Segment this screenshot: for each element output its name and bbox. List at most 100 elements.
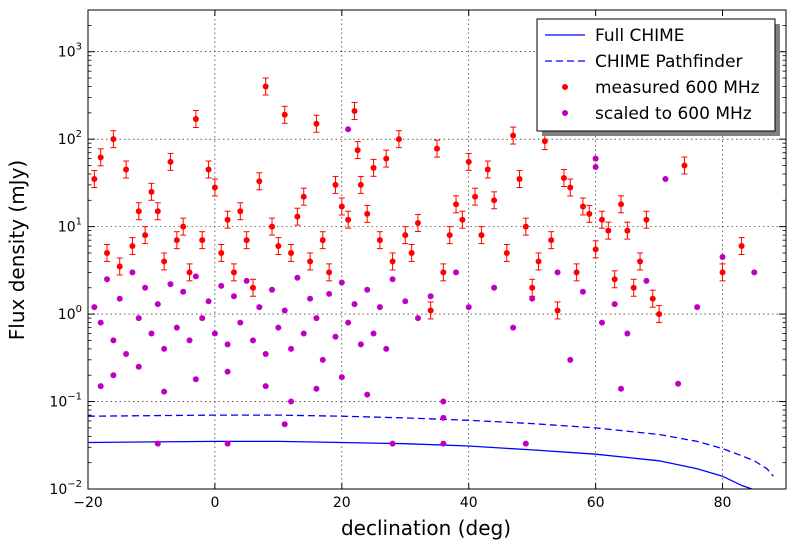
scaled-point (389, 440, 396, 447)
scaled-point (269, 286, 276, 293)
scaled-point (249, 337, 256, 344)
measured-point (573, 269, 580, 276)
measured-point (288, 249, 295, 256)
measured-point (484, 166, 491, 173)
scaled-point (592, 155, 599, 162)
plot-frame (87, 9, 787, 490)
measured-point (579, 203, 586, 210)
measured-point (389, 258, 396, 265)
scaled-point (383, 345, 390, 352)
scaled-point (180, 288, 187, 295)
scaled-point (224, 341, 231, 348)
legend-label: Full CHIME (595, 26, 685, 46)
scaled-point (376, 304, 383, 311)
scaled-point (243, 277, 250, 284)
scaled-point (751, 269, 758, 276)
measured-point (611, 276, 618, 283)
scaled-point (192, 376, 199, 383)
x-tick-label: 40 (460, 495, 478, 511)
scaled-point (135, 315, 142, 322)
scaled-point (345, 126, 352, 133)
measured-point (294, 213, 301, 220)
measured-point (719, 269, 726, 276)
scaled-point (104, 276, 111, 283)
scaled-point (357, 341, 364, 348)
legend: Full CHIME CHIME Pathfinder measured 600 M… (536, 18, 780, 136)
scaled-point (173, 324, 180, 331)
measured-point (649, 295, 656, 302)
measured-point (205, 166, 212, 173)
measured-point (376, 237, 383, 244)
scaled-point (91, 304, 98, 311)
scaled-point (256, 304, 263, 311)
measured-point (173, 237, 180, 244)
measured-point (529, 284, 536, 291)
measured-point (738, 243, 745, 250)
scaled-point (675, 380, 682, 387)
measured-point (148, 188, 155, 195)
scaled-point (230, 293, 237, 300)
scaled-point (567, 356, 574, 363)
measured-point (256, 178, 263, 185)
scaled-point (465, 304, 472, 311)
scaled-point (300, 330, 307, 337)
measured-point (326, 269, 333, 276)
scaled-point (116, 295, 123, 302)
measured-point (262, 83, 269, 90)
measured-point (199, 237, 206, 244)
legend-label: measured 600 MHz (595, 78, 760, 98)
scaled-point (262, 350, 269, 357)
x-tick-label: 20 (333, 495, 351, 511)
measured-point (237, 208, 244, 215)
measured-point (161, 258, 168, 265)
measured-point (135, 208, 142, 215)
scaled-point (123, 350, 130, 357)
measured-point (300, 193, 307, 200)
measured-point (313, 120, 320, 127)
measured-point (548, 237, 555, 244)
scaled-point (440, 414, 447, 421)
scaled-point (224, 440, 231, 447)
measured-point (541, 138, 548, 145)
scaled-point (618, 385, 625, 392)
scaled-point (345, 319, 352, 326)
scaled-point (694, 304, 701, 311)
scaled-point (211, 330, 218, 337)
legend-box (536, 18, 776, 132)
measured-point (554, 307, 561, 314)
measured-point (618, 201, 625, 208)
measured-point (249, 284, 256, 291)
scaled-point (662, 176, 669, 183)
measured-point (408, 249, 415, 256)
measured-point (370, 164, 377, 171)
measured-point (656, 311, 663, 318)
measured-point (319, 237, 326, 244)
scaled-point (205, 298, 212, 305)
measured-point (630, 284, 637, 291)
scaled-point (624, 330, 631, 337)
measured-point (491, 197, 498, 204)
measured-point (97, 154, 104, 161)
measured-point (643, 216, 650, 223)
scaled-point (110, 337, 117, 344)
measured-point (472, 193, 479, 200)
scaled-point (719, 253, 726, 260)
measured-point (91, 176, 98, 183)
axis-ticks (87, 9, 786, 490)
scaled-point (389, 276, 396, 283)
scaled-point (440, 398, 447, 405)
measured-point (637, 258, 644, 265)
measured-point (510, 132, 517, 139)
measured-point (345, 216, 352, 223)
scaled-point (522, 440, 529, 447)
measured-point (364, 210, 371, 217)
scaled-point (294, 274, 301, 281)
scaled-point (338, 279, 345, 286)
scaled-point (218, 282, 225, 289)
measured-point (440, 269, 447, 276)
measured-point (459, 216, 466, 223)
scaled-point (529, 295, 536, 302)
scaled-point (154, 301, 161, 308)
scaled-point (167, 281, 174, 288)
measured-point (592, 246, 599, 253)
